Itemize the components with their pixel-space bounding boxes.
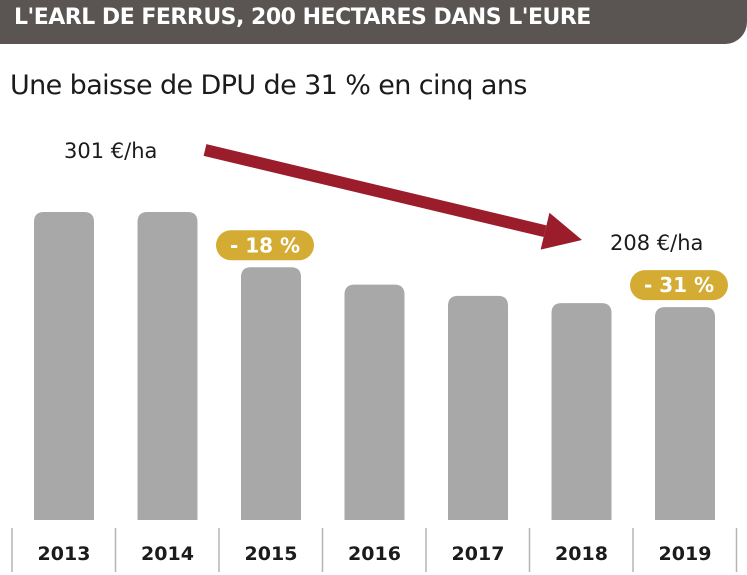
bar-2014 [137,212,198,520]
bar-2015 [241,267,301,520]
percent-badge [216,230,314,261]
percent-badge-label: - 18 % [230,233,300,257]
x-tick-label: 2019 [659,543,712,565]
bar-2018 [551,303,612,520]
bar-2017 [448,295,508,520]
end-value-label: 208 €/ha [610,231,703,255]
percent-badge-label: - 31 % [644,273,714,297]
start-value-label: 301 €/ha [64,139,157,163]
trend-arrow-shaft [203,144,547,238]
header-bar: L'EARL DE FERRUS, 200 HECTARES DANS L'EU… [0,0,747,44]
x-tick-label: 2016 [348,543,401,565]
trend-arrow-head [540,212,582,250]
x-tick-label: 2015 [245,543,298,565]
header-title: L'EARL DE FERRUS, 200 HECTARES DANS L'EU… [14,5,591,30]
bar-2016 [344,284,405,520]
percent-badge [630,270,728,301]
bar-2019 [655,307,715,520]
bar-2013 [34,212,94,520]
chart-title: Une baisse de DPU de 31 % en cinq ans [10,70,527,101]
x-tick-label: 2018 [555,543,608,565]
x-tick-label: 2014 [141,543,194,565]
x-tick-label: 2013 [38,543,91,565]
x-tick-label: 2017 [452,543,505,565]
